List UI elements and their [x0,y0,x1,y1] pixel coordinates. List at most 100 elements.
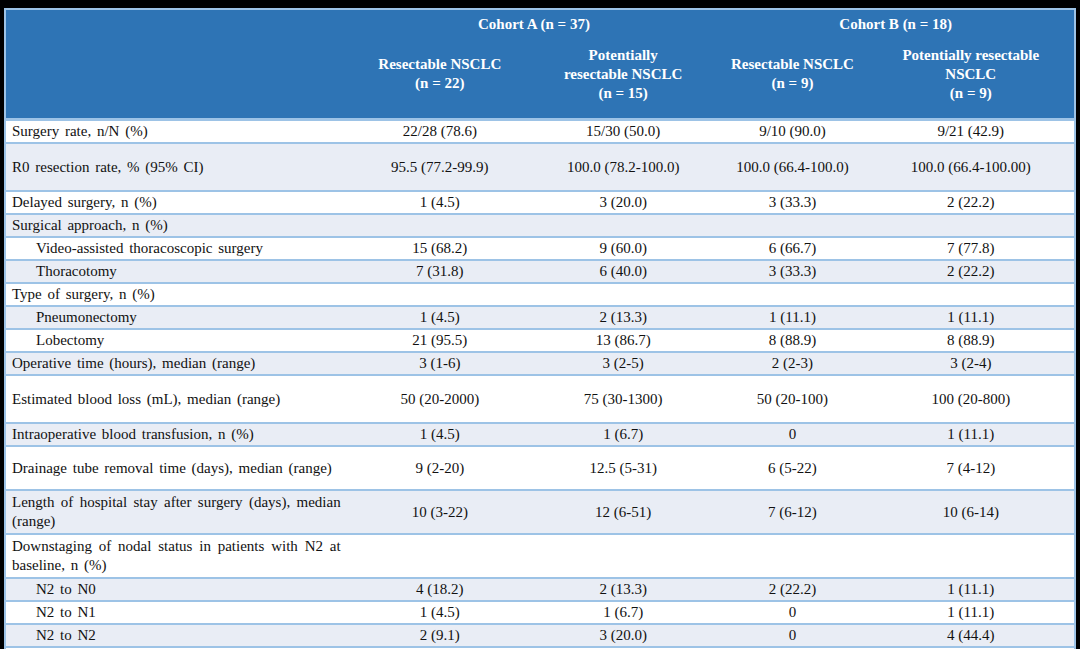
cell-value: 1 (11.1) [868,423,1075,446]
table-row: N2 to N0 4 (18.2) 2 (13.3) 2 (22.2) 1 (1… [5,578,1075,601]
cell-value: 2 (13.3) [529,578,717,601]
col-header-cohortA-resectable: Resectable NSCLC (n = 22) [351,36,529,120]
table-row: Lobectomy 21 (95.5) 13 (86.7) 8 (88.9) 8… [5,329,1075,352]
cell-value: 0 [717,423,867,446]
cell-value: 0 [717,624,867,647]
cell-value: 6 (5-22) [717,446,867,490]
cohort-a-header: Cohort A (n = 37) [351,9,718,36]
cell-value: 8 (88.9) [868,329,1075,352]
cell-value: 12.5 (5-31) [529,446,717,490]
cell-value: 4 (44.4) [868,624,1075,647]
cell-value: 3 (2-4) [868,352,1075,375]
cell-value: 100 (20-800) [868,375,1075,423]
cell-value: 15/30 (50.0) [529,120,717,144]
cell-value: 2 (13.3) [529,306,717,329]
cell-value: 1 (11.1) [868,601,1075,624]
row-label: Drainage tube removal time (days), media… [5,446,351,490]
cell-value: 6 (40.0) [529,260,717,283]
row-label: N2 to N0 [5,578,351,601]
table-row: Pneumonectomy 1 (4.5) 2 (13.3) 1 (11.1) … [5,306,1075,329]
row-label: R0 resection rate, % (95% CI) [5,143,351,191]
cell-value: 1 (4.5) [351,423,529,446]
table-row: Estimated blood loss (mL), median (range… [5,375,1075,423]
cell-value: 2 (22.2) [868,260,1075,283]
cell-value [868,214,1075,237]
cell-value: 2 (9.1) [351,624,529,647]
cell-value: 3 (20.0) [529,624,717,647]
cell-value: 3 (33.3) [717,191,867,214]
table-row: N2 to N1 1 (4.5) 1 (6.7) 0 1 (11.1) [5,601,1075,624]
cell-value [868,534,1075,578]
table-figure-frame: Cohort A (n = 37) Cohort B (n = 18) Rese… [0,0,1080,649]
table-row: Surgery rate, n/N (%) 22/28 (78.6) 15/30… [5,120,1075,144]
cell-value [529,534,717,578]
row-label: Intraoperative blood transfusion, n (%) [5,423,351,446]
cell-value: 75 (30-1300) [529,375,717,423]
col-header-cohortB-potentially-resectable: Potentially resectable NSCLC (n = 9) [868,36,1075,120]
cell-value: 21 (95.5) [351,329,529,352]
cell-value: 9 (60.0) [529,237,717,260]
table-row: Length of hospital stay after surgery (d… [5,490,1075,534]
cell-value: 3 (2-5) [529,352,717,375]
row-label: Delayed surgery, n (%) [5,191,351,214]
section-header-row: Type of surgery, n (%) [5,283,1075,306]
row-label: Pneumonectomy [5,306,351,329]
cell-value: 8 (88.9) [717,329,867,352]
cell-value: 4 (18.2) [351,578,529,601]
row-label: N2 to N2 [5,624,351,647]
section-header-row: Downstaging of nodal status in patients … [5,534,1075,578]
cell-value: 50 (20-2000) [351,375,529,423]
cell-value [351,283,529,306]
cell-value [529,283,717,306]
cell-value: 7 (77.8) [868,237,1075,260]
cell-value [868,283,1075,306]
cell-value: 1 (11.1) [868,306,1075,329]
row-label: N2 to N1 [5,601,351,624]
cell-value: 6 (66.7) [717,237,867,260]
surgical-outcomes-table: Cohort A (n = 37) Cohort B (n = 18) Rese… [4,8,1076,649]
cell-value: 7 (4-12) [868,446,1075,490]
row-label-column-header [5,9,351,120]
cell-value: 0 [717,601,867,624]
cell-value: 100.0 (66.4-100.0) [717,143,867,191]
row-label: Estimated blood loss (mL), median (range… [5,375,351,423]
cell-value: 7 (6-12) [717,490,867,534]
cell-value: 1 (4.5) [351,306,529,329]
table-header: Cohort A (n = 37) Cohort B (n = 18) Rese… [5,9,1075,120]
cell-value: 7 (31.8) [351,260,529,283]
cell-value: 15 (68.2) [351,237,529,260]
cell-value: 12 (6-51) [529,490,717,534]
row-label: Surgical approach, n (%) [5,214,351,237]
cell-value [717,534,867,578]
cell-value: 1 (4.5) [351,191,529,214]
row-label: Thoracotomy [5,260,351,283]
table-row: Intraoperative blood transfusion, n (%) … [5,423,1075,446]
table-row: Delayed surgery, n (%) 1 (4.5) 3 (20.0) … [5,191,1075,214]
row-label: Operative time (hours), median (range) [5,352,351,375]
cell-value [351,534,529,578]
cell-value [529,214,717,237]
table-row: N2 to N2 2 (9.1) 3 (20.0) 0 4 (44.4) [5,624,1075,647]
col-header-cohortA-potentially-resectable: Potentially resectable NSCLC (n = 15) [529,36,717,120]
row-label: Length of hospital stay after surgery (d… [5,490,351,534]
section-header-row: Surgical approach, n (%) [5,214,1075,237]
cohort-header-row: Cohort A (n = 37) Cohort B (n = 18) [5,9,1075,36]
cell-value: 1 (6.7) [529,601,717,624]
cell-value: 10 (3-22) [351,490,529,534]
row-label: Lobectomy [5,329,351,352]
row-label: Type of surgery, n (%) [5,283,351,306]
cell-value: 2 (22.2) [868,191,1075,214]
cell-value [717,283,867,306]
col-header-cohortB-resectable: Resectable NSCLC (n = 9) [717,36,867,120]
table-row: Drainage tube removal time (days), media… [5,446,1075,490]
cell-value: 22/28 (78.6) [351,120,529,144]
cell-value: 9/10 (90.0) [717,120,867,144]
cell-value: 95.5 (77.2-99.9) [351,143,529,191]
cell-value: 10 (6-14) [868,490,1075,534]
cell-value: 3 (33.3) [717,260,867,283]
table-row: Video-assisted thoracoscopic surgery 15 … [5,237,1075,260]
cell-value: 2 (22.2) [717,578,867,601]
cell-value: 1 (4.5) [351,601,529,624]
cell-value: 2 (2-3) [717,352,867,375]
cell-value: 100.0 (78.2-100.0) [529,143,717,191]
